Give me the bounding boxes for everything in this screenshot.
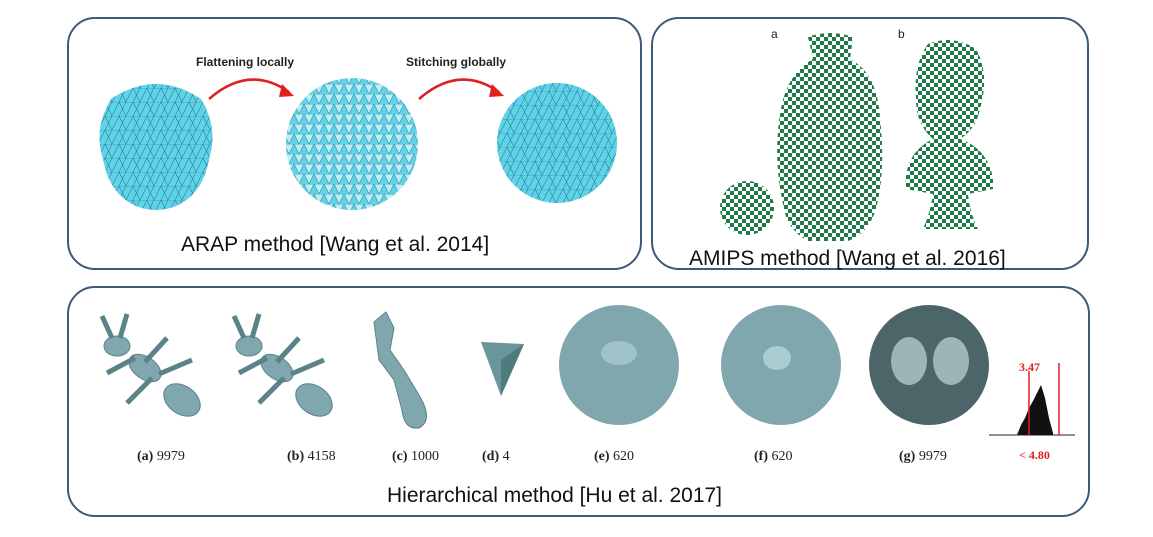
sphere-f [721, 305, 841, 425]
step-stitching-label: Stitching globally [406, 55, 507, 69]
sublabel-g: (g) 9979 [899, 449, 947, 464]
step-flattening-label: Flattening locally [196, 55, 295, 69]
arrow-2 [418, 78, 504, 100]
hierarchical-caption: Hierarchical method [Hu et al. 2017] [387, 484, 723, 507]
histogram [989, 363, 1075, 436]
sublabel-e: (e) 620 [594, 449, 635, 464]
checker-sphere [720, 181, 774, 235]
amips-panel: a b AMIPS method [Wang et al. 2016] [651, 17, 1089, 270]
amips-label-b: b [898, 27, 905, 41]
ant-model-a [99, 313, 201, 417]
stitched-sphere [497, 83, 617, 203]
amips-label-a: a [771, 27, 778, 41]
hist-marker-2: < 4.80 [1019, 448, 1050, 462]
sphere-g [869, 305, 989, 425]
sublabel-c: (c) 1000 [392, 449, 440, 464]
checker-vase [777, 33, 883, 241]
arap-panel: Flattening locally Stitching globally AR… [67, 17, 642, 270]
sublabel-a: (a) 9979 [137, 449, 185, 464]
tetrahedron-d [481, 342, 524, 396]
sublabel-d: (d) 4 [482, 449, 510, 464]
hist-marker-1: 3.47 [1019, 360, 1040, 374]
arap-caption: ARAP method [Wang et al. 2014] [181, 233, 490, 256]
ant-model-b [231, 313, 333, 417]
checker-bust [905, 40, 993, 229]
arrow-1 [208, 78, 294, 100]
simplified-model-c [373, 311, 427, 429]
head-mesh [99, 84, 213, 210]
hierarchical-panel: 3.47 < 4.80 (a) 9979 (b) 4158 (c) 1000 (… [67, 286, 1090, 517]
sphere-e [559, 305, 679, 425]
amips-caption: AMIPS method [Wang et al. 2016] [689, 247, 1006, 270]
sublabel-b: (b) 4158 [287, 449, 336, 464]
flattened-sphere [286, 78, 418, 210]
sublabel-f: (f) 620 [754, 449, 793, 464]
